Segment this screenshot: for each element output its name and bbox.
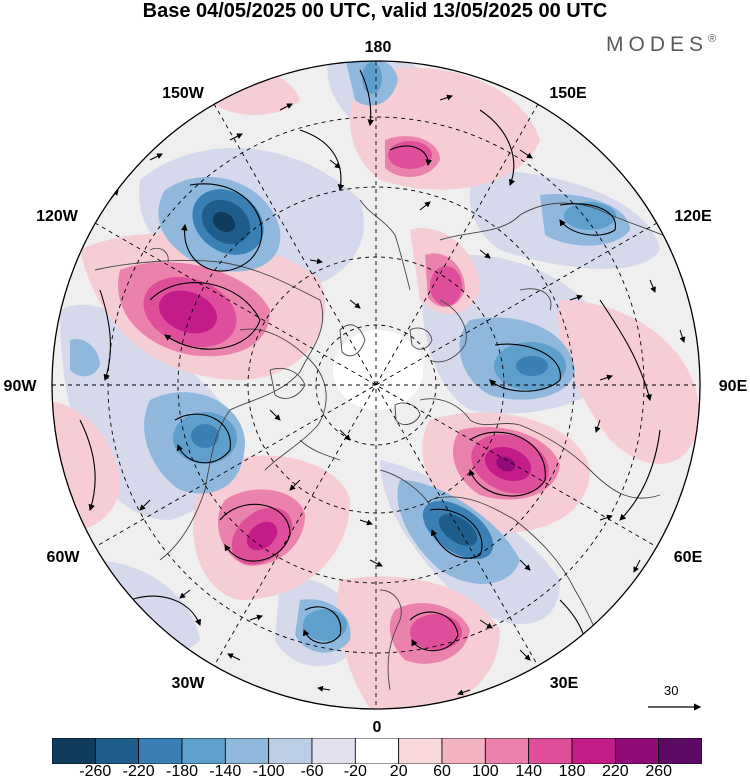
anomaly-shading [52, 61, 700, 709]
lon-label-60e: 60E [674, 549, 703, 566]
colorbar-tick-label: -20 [343, 763, 367, 780]
colorbar-cell [441, 738, 486, 764]
lon-label-180: 180 [365, 39, 392, 56]
colorbar-tick-label: -260 [79, 763, 112, 780]
colorbar-tick-label: -220 [122, 763, 155, 780]
colorbar-cell [398, 738, 443, 764]
colorbar-cell [311, 738, 356, 764]
wind-arrows [55, 94, 686, 696]
colorbar-cell [138, 738, 183, 764]
map-disc [52, 61, 700, 709]
graticule [52, 61, 700, 709]
reference-vector-label: 30 [664, 683, 679, 698]
colorbar-cells [52, 738, 702, 764]
modes-logo: MODES® [606, 33, 716, 57]
colorbar-cell [484, 738, 530, 764]
lon-label-0: 0 [373, 719, 382, 735]
colorbar-cell [354, 738, 400, 764]
colorbar-cell [52, 738, 96, 764]
colorbar-tick-label: -100 [252, 763, 285, 780]
colorbar-tick-label: -180 [165, 763, 199, 780]
colorbar-cell [268, 738, 313, 764]
map-title: Base 04/05/2025 00 UTC, valid 13/05/2025… [142, 0, 608, 22]
colorbar-tick-label: 220 [601, 763, 629, 780]
colorbar-tick-label: 100 [471, 763, 499, 780]
polar-stereographic-map: 180 150E 150W 120W 120E 90W 90E 60W 60E … [4, 39, 748, 735]
lon-label-30e: 30E [550, 675, 579, 692]
lon-label-150e: 150E [549, 85, 587, 102]
colorbar-tick-label: -60 [300, 763, 324, 780]
lon-label-120w: 120W [36, 208, 79, 225]
streamlines [79, 69, 661, 667]
registered-mark: ® [708, 33, 717, 45]
brand-name: MODES [606, 33, 709, 56]
colorbar-cell [181, 738, 226, 764]
colorbar-tick-label: -140 [209, 763, 242, 780]
colorbar-cell [94, 738, 140, 764]
colorbar [52, 738, 702, 764]
colorbar-tick-label: 60 [433, 763, 451, 780]
colorbar-cell [614, 738, 660, 764]
lon-label-30w: 30W [172, 675, 206, 692]
lon-label-150w: 150W [162, 85, 205, 102]
longitude-labels: 180 150E 150W 120W 120E 90W 90E 60W 60E … [4, 39, 748, 735]
colorbar-tick-label: 140 [515, 763, 543, 780]
colorbar-tick-label: 180 [558, 763, 586, 780]
colorbar-cell [658, 738, 702, 764]
colorbar-cell [224, 738, 270, 764]
lon-label-90e: 90E [719, 378, 748, 395]
colorbar-tick-labels: -260 -220 -180 -140 -100 -60 -20 20 60 100 140 180 2… [0, 763, 750, 783]
lon-label-90w: 90W [4, 378, 38, 395]
colorbar-cell [571, 738, 616, 764]
lon-label-60w: 60W [47, 549, 81, 566]
map-border [51, 60, 701, 710]
lon-label-120e: 120E [674, 208, 712, 225]
colorbar-tick-label: 20 [389, 763, 408, 780]
colorbar-tick-label: 260 [645, 763, 673, 780]
colorbar-cell [528, 738, 573, 764]
